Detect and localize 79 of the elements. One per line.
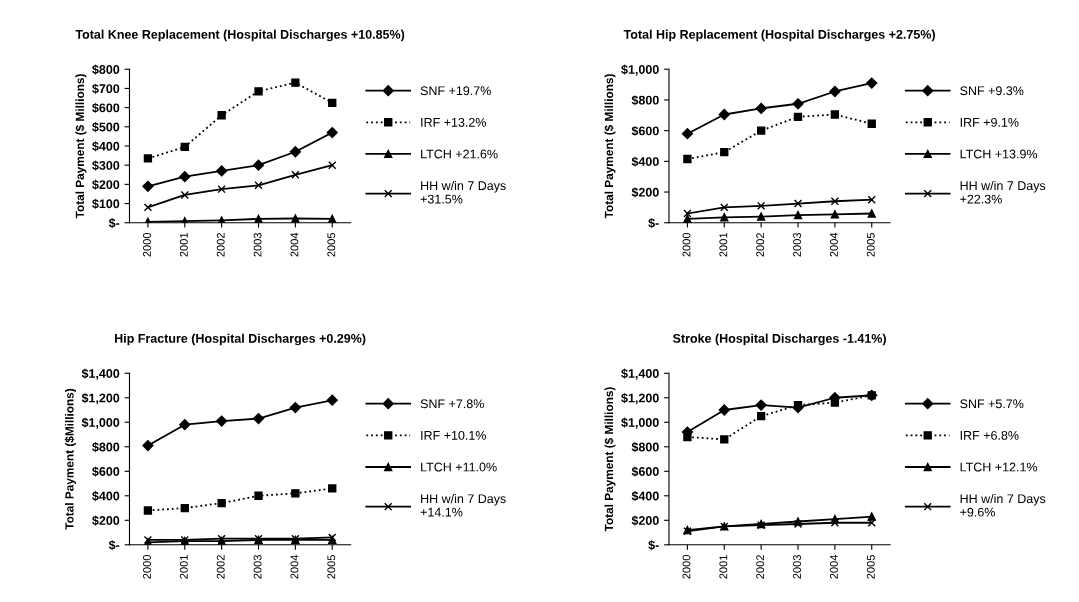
x-tick-label: 2004 bbox=[829, 554, 838, 579]
y-tick-label: $200 bbox=[631, 187, 659, 198]
x-tick-label: 2000 bbox=[143, 232, 151, 257]
legend-label: LTCH +21.6% bbox=[421, 149, 498, 159]
x-tick-label: 2000 bbox=[143, 554, 151, 579]
legend-label: LTCH +13.9% bbox=[960, 149, 1038, 159]
x-tick-label: 2003 bbox=[253, 232, 262, 257]
y-tick-label: $800 bbox=[92, 442, 120, 453]
legend-label: SNF +19.7% bbox=[420, 86, 491, 96]
x-tick-label: 2003 bbox=[793, 232, 801, 257]
x-tick-label: 2000 bbox=[682, 554, 691, 579]
y-tick-label: $- bbox=[108, 217, 120, 229]
y-tick-label: $1,000 bbox=[621, 64, 659, 76]
y-tick-label: $100 bbox=[92, 198, 120, 210]
x-tick-label: 2001 bbox=[719, 555, 728, 579]
y-tick-label: $400 bbox=[92, 491, 120, 502]
y-tick-label: $- bbox=[648, 540, 659, 551]
y-tick-label: $600 bbox=[631, 466, 659, 477]
y-tick-label: $600 bbox=[92, 102, 120, 114]
y-tick-label: $400 bbox=[631, 156, 659, 167]
x-tick-label: 2004 bbox=[290, 554, 299, 579]
y-axis-title: Total Payment ($ Millions) bbox=[604, 387, 616, 532]
y-tick-label: $1,000 bbox=[81, 417, 120, 429]
x-tick-label: 2002 bbox=[216, 555, 225, 579]
y-tick-label: $700 bbox=[92, 83, 120, 94]
x-tick-label: 2005 bbox=[866, 232, 875, 257]
legend-label: HH w/in 7 Days +9.6% bbox=[960, 493, 1046, 517]
y-tick-label: $600 bbox=[631, 125, 659, 137]
x-tick-label: 2002 bbox=[756, 233, 765, 257]
y-tick-label: $200 bbox=[92, 515, 120, 526]
x-tick-label: 2004 bbox=[829, 232, 838, 257]
legend-label: LTCH +11.0% bbox=[421, 462, 497, 472]
y-axis-title: Total Payment ($ Millions) bbox=[604, 74, 616, 219]
x-tick-label: 2003 bbox=[253, 555, 262, 579]
legend-label: IRF +10.1% bbox=[421, 430, 487, 440]
x-tick-label: 2001 bbox=[719, 233, 728, 257]
legend-label: SNF +7.8% bbox=[420, 399, 484, 409]
y-tick-label: $1,400 bbox=[621, 368, 659, 380]
legend-label: HH w/in 7 Days +31.5% bbox=[420, 180, 506, 204]
y-tick-label: $800 bbox=[631, 95, 659, 106]
y-tick-label: $1,000 bbox=[621, 417, 659, 429]
chart-title: Total Knee Replacement (Hospital Discharges +10.85%) bbox=[75, 29, 405, 42]
x-tick-label: 2005 bbox=[327, 232, 336, 257]
x-tick-label: 2005 bbox=[866, 555, 875, 579]
legend-label: LTCH +12.1% bbox=[960, 462, 1038, 472]
legend-label: IRF +9.1% bbox=[960, 117, 1019, 127]
y-tick-label: $200 bbox=[92, 179, 120, 190]
y-tick-label: $400 bbox=[631, 491, 659, 502]
y-axis-title: Total Payment ($ Millions) bbox=[75, 74, 87, 219]
y-tick-label: $600 bbox=[92, 466, 120, 477]
chart-title: Hip Fracture (Hospital Discharges +0.29%) bbox=[115, 333, 366, 346]
x-tick-label: 2001 bbox=[179, 233, 188, 257]
y-tick-label: $200 bbox=[631, 515, 659, 526]
y-tick-label: $400 bbox=[92, 141, 120, 152]
legend-label: IRF +13.2% bbox=[421, 117, 487, 127]
legend-label: SNF +9.3% bbox=[960, 86, 1024, 96]
x-tick-label: 2000 bbox=[682, 232, 691, 257]
y-tick-label: $1,400 bbox=[81, 368, 120, 380]
y-tick-label: $500 bbox=[92, 122, 120, 133]
y-tick-label: $- bbox=[108, 540, 120, 551]
x-tick-label: 2002 bbox=[216, 233, 225, 257]
legend-label: HH w/in 7 Days +22.3% bbox=[960, 180, 1046, 204]
legend-label: SNF +5.7% bbox=[960, 399, 1024, 409]
y-tick-label: $800 bbox=[631, 442, 659, 453]
legend-label: HH w/in 7 Days +14.1% bbox=[420, 493, 506, 517]
y-tick-label: $1,200 bbox=[81, 393, 120, 405]
y-tick-label: $1,200 bbox=[621, 393, 659, 405]
y-axis-title: Total Payment ($Millions) bbox=[64, 388, 76, 530]
chart-title: Total Hip Replacement (Hospital Discharges +2.75%) bbox=[623, 29, 935, 42]
x-tick-label: 2005 bbox=[327, 555, 336, 579]
y-tick-label: $800 bbox=[92, 64, 120, 75]
x-tick-label: 2004 bbox=[290, 232, 299, 257]
x-tick-label: 2003 bbox=[793, 555, 801, 579]
chart-title: Stroke (Hospital Discharges -1.41%) bbox=[672, 333, 886, 346]
x-tick-label: 2001 bbox=[179, 555, 188, 579]
legend-label: IRF +6.8% bbox=[960, 430, 1019, 440]
x-tick-label: 2002 bbox=[756, 555, 765, 579]
y-tick-label: $- bbox=[648, 217, 659, 229]
y-tick-label: $300 bbox=[92, 160, 120, 171]
